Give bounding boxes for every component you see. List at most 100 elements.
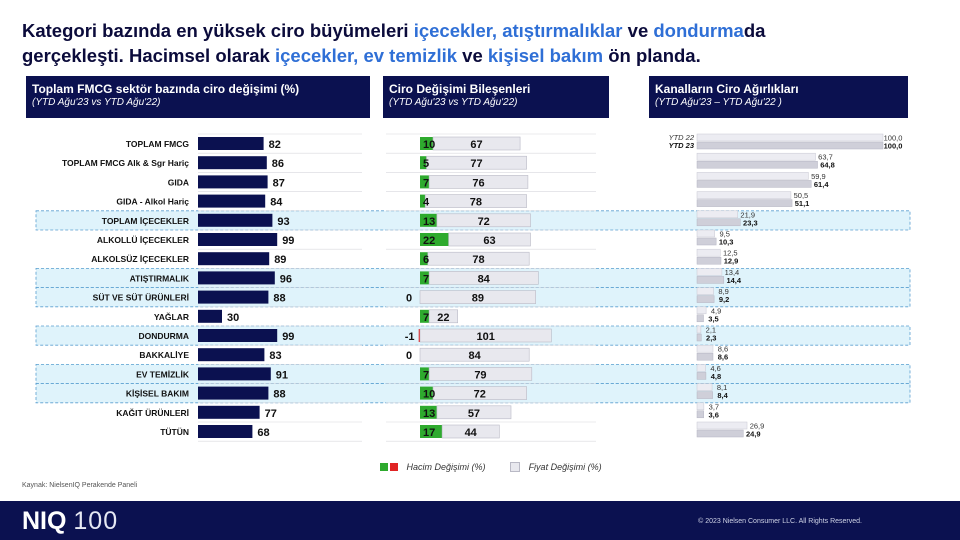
category-label: TOPLAM İÇECEKLER: [102, 216, 189, 226]
price-value-label: 84: [478, 273, 491, 285]
volume-value-label: 22: [423, 235, 435, 247]
channel-value-ytd23: 8,4: [717, 391, 728, 400]
channel-value-ytd22: 4,6: [710, 364, 720, 373]
channel-value-ytd23: 51,1: [795, 199, 810, 208]
channel-bar-ytd22: [696, 248, 721, 257]
headline-highlight: içecekler, atıştırmalıklar: [413, 20, 623, 41]
price-value-label: 72: [478, 216, 490, 228]
channel-bar-ytd23: [696, 429, 744, 438]
price-value-label: 57: [468, 408, 480, 420]
price-bar: [428, 309, 459, 324]
volume-value-label: -1: [405, 331, 415, 343]
channel-value-ytd22: 13,4: [725, 268, 740, 277]
volume-value-label: 10: [423, 389, 435, 401]
channel-series-label-ytd22: YTD 22: [669, 133, 695, 142]
category-label: EV TEMİZLİK: [136, 369, 190, 379]
growth-bar: [198, 405, 260, 419]
category-label: ALKOLLÜ İÇECEKLER: [97, 235, 189, 245]
price-bar: [419, 328, 552, 343]
channel-bar-ytd22: [696, 344, 714, 353]
channel-bar-ytd23: [696, 391, 713, 399]
volume-value-label: 13: [423, 408, 435, 420]
headline-text: gerçekleşti. Hacimsel olarak: [22, 45, 275, 66]
channel-bar-ytd22: [696, 152, 816, 161]
category-label: TÜTÜN: [160, 427, 189, 437]
headline-highlight: dondurma: [653, 20, 744, 41]
channel-bar-ytd22: [696, 383, 713, 391]
channel-value-ytd23: 3,5: [708, 314, 718, 323]
growth-bar: [198, 271, 275, 285]
channel-bar-ytd23: [696, 276, 725, 284]
volume-bar: [420, 386, 433, 400]
price-bar: [428, 367, 533, 381]
growth-bar: [198, 309, 222, 323]
panel-header-channels: Kanalların Ciro Ağırlıkları (YTD Ağu'23 …: [649, 76, 908, 118]
channel-bar-ytd22: [696, 191, 792, 199]
channel-bar-ytd22: [696, 287, 714, 295]
channel-bar-ytd23: [696, 410, 704, 419]
price-value-label: 44: [465, 427, 478, 439]
logo-text: 100: [73, 507, 119, 535]
growth-bar: [198, 252, 270, 266]
volume-bar: [420, 194, 426, 208]
headline-text: Kategori bazında en yüksek ciro büyümele…: [22, 20, 414, 41]
channel-bar-ytd22: [696, 306, 707, 315]
channel-value-ytd23: 61,4: [814, 180, 829, 189]
headline: Kategori bazında en yüksek ciro büyümele…: [22, 18, 932, 68]
growth-value-label: 96: [280, 273, 292, 285]
source-note: Kaynak: NielsenIQ Perakende Paneli: [22, 482, 138, 489]
legend-swatch-volume-negative: [390, 462, 398, 471]
volume-value-label: 13: [423, 216, 435, 228]
channel-bar-ytd23: [696, 160, 818, 169]
price-bar: [419, 347, 530, 362]
channel-value-ytd22: 63,7: [818, 153, 833, 162]
channel-value-ytd22: 59,9: [811, 172, 826, 181]
channel-bar-ytd23: [696, 256, 722, 265]
niq-logo: NIQ 100: [22, 506, 118, 536]
volume-bar: [420, 367, 430, 381]
channel-bar-ytd22: [696, 402, 705, 411]
price-value-label: 89: [472, 293, 484, 305]
copyright-text: © 2023 Nielsen Consumer LLC. All Rights …: [698, 518, 862, 525]
volume-bar: [420, 271, 430, 285]
price-value-label: 67: [470, 139, 482, 151]
growth-bar: [198, 425, 253, 438]
volume-value-label: 17: [423, 427, 435, 439]
channel-value-ytd23: 3,6: [708, 410, 718, 419]
growth-bar: [198, 213, 273, 227]
price-value-label: 78: [470, 197, 482, 209]
growth-bar: [198, 175, 268, 189]
category-label: SÜT VE SÜT ÜRÜNLERİ: [93, 293, 189, 303]
channel-bar-ytd23: [696, 352, 714, 361]
logo-text: NIQ: [22, 507, 67, 535]
panel-title: Ciro Değişimi Bileşenleri: [389, 82, 531, 96]
channel-bar-ytd23: [696, 141, 884, 150]
growth-value-label: 91: [276, 369, 288, 381]
headline-highlight: kişisel bakım: [487, 45, 604, 66]
price-bar: [432, 136, 521, 151]
channel-bar-ytd22: [696, 325, 702, 334]
volume-value-label: 0: [406, 350, 412, 362]
channel-bar-ytd22: [696, 210, 738, 219]
channel-bar-ytd23: [696, 314, 704, 323]
growth-value-label: 82: [269, 139, 281, 151]
volume-value-label: 10: [423, 139, 435, 151]
price-bar: [424, 194, 527, 208]
channel-value-ytd22: 3,7: [709, 402, 719, 411]
category-label: KİŞİSEL BAKIM: [126, 389, 189, 399]
category-label: YAĞLAR: [154, 311, 189, 322]
channel-value-ytd23: 14,4: [726, 276, 741, 285]
channel-bar-ytd22: [696, 364, 706, 372]
channel-value-ytd23: 2,3: [706, 334, 716, 343]
growth-bar: [198, 367, 271, 381]
channel-value-ytd22: 12,5: [723, 249, 738, 258]
panel-subtitle: (YTD Ağu'23 vs YTD Ağu'22): [389, 97, 518, 108]
headline-highlight: içecekler, ev temizlik: [274, 45, 458, 66]
headline-text: ön planda.: [603, 45, 701, 66]
price-bar: [441, 424, 500, 439]
panel-header-growth: Toplam FMCG sektör bazında ciro değişimi…: [26, 76, 370, 118]
growth-value-label: 88: [273, 389, 285, 401]
growth-value-label: 93: [277, 216, 289, 228]
channel-value-ytd22: 4,9: [711, 306, 721, 315]
price-value-label: 72: [474, 389, 486, 401]
